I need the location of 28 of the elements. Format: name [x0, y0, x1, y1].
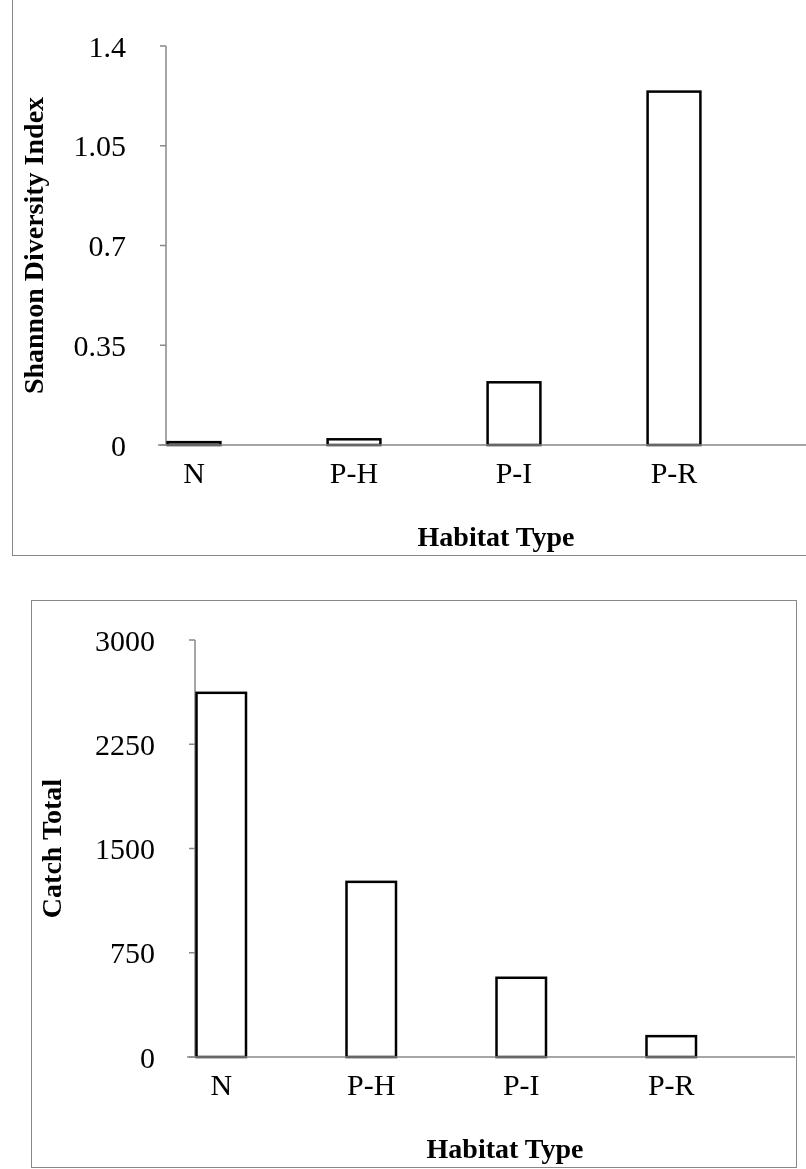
x-axis-title: Habitat Type: [426, 1133, 584, 1164]
x-tick-label: N: [210, 1068, 233, 1101]
bar: [486, 381, 542, 447]
y-tick-label: 1.05: [73, 129, 126, 163]
x-tick-label: P-I: [495, 456, 533, 489]
y-tick-label: 3000: [95, 623, 155, 657]
bar: [345, 880, 398, 1059]
y-tick-label: 0.7: [88, 229, 126, 262]
bar: [495, 976, 548, 1059]
bar: [645, 1034, 698, 1059]
bar: [195, 691, 248, 1059]
y-tick-label: 1.4: [88, 29, 126, 63]
y-tick-label: 1500: [95, 832, 155, 865]
x-axis-title: Habitat Type: [417, 521, 575, 552]
y-axis-title: Catch Total: [35, 778, 67, 919]
x-tick-label: P-I: [502, 1068, 540, 1101]
x-tick-label: P-H: [347, 1068, 396, 1101]
y-tick-label: 2250: [95, 727, 155, 761]
x-tick-label: N: [183, 456, 205, 489]
y-tick-label: 0.35: [73, 328, 126, 362]
y-tick-label: 0: [111, 428, 126, 462]
bar: [646, 90, 702, 447]
y-tick-label: 750: [110, 936, 155, 970]
y-axis-title: Shannon Diversity Index: [17, 96, 49, 395]
y-tick-label: 0: [140, 1040, 155, 1074]
x-tick-label: P-H: [329, 456, 379, 489]
x-tick-label: P-R: [647, 1068, 695, 1101]
x-tick-label: P-R: [650, 456, 698, 489]
